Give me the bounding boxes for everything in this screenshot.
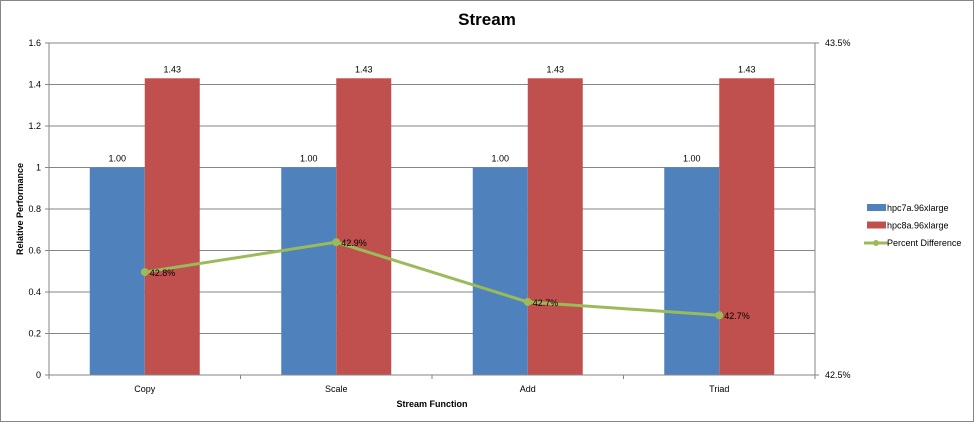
line-marker — [332, 238, 341, 247]
legend-label: Percent Difference — [887, 238, 961, 248]
x-tick-label: Add — [520, 384, 536, 394]
legend-swatch — [867, 221, 886, 229]
legend-marker — [873, 240, 879, 246]
y-tick-label: 1 — [36, 163, 41, 173]
line-marker — [523, 297, 532, 306]
y-axis-label: Relative Performance — [15, 163, 25, 255]
legend-label: hpc8a.96xlarge — [887, 221, 949, 231]
bar-hpc8a.96xlarge — [336, 78, 392, 376]
legend-swatch — [867, 204, 886, 211]
bar-data-label: 1.43 — [546, 64, 564, 74]
line-marker — [715, 311, 724, 320]
y-tick-label: 0.2 — [28, 329, 41, 339]
y2-tick-label: 43.5% — [825, 38, 851, 48]
bar-data-label: 1.00 — [108, 154, 126, 164]
bar-hpc8a.96xlarge — [719, 78, 775, 376]
line-data-label: 42.7% — [724, 311, 750, 321]
bar-data-label: 1.43 — [738, 64, 756, 74]
bar-data-label: 1.00 — [683, 154, 701, 164]
bar-data-label: 1.43 — [163, 64, 181, 74]
y2-tick-label: 42.5% — [825, 370, 851, 380]
line-Percent Difference — [144, 240, 720, 317]
y-tick-label: 0.6 — [28, 246, 41, 256]
bar-hpc8a.96xlarge — [527, 78, 583, 376]
y-tick-label: 1.4 — [28, 80, 41, 90]
line-data-label: 42.9% — [341, 238, 367, 248]
y-tick-label: 0 — [36, 370, 41, 380]
bar-data-label: 1.00 — [300, 154, 318, 164]
bar-hpc7a.96xlarge — [281, 167, 337, 375]
bar-hpc7a.96xlarge — [89, 167, 145, 375]
line-marker — [140, 268, 149, 277]
y-tick-label: 0.8 — [28, 204, 41, 214]
bar-hpc8a.96xlarge — [144, 78, 200, 376]
x-tick-label: Scale — [325, 384, 348, 394]
bar-hpc7a.96xlarge — [472, 167, 528, 375]
y-tick-label: 0.4 — [28, 287, 41, 297]
bar-data-label: 1.00 — [491, 154, 509, 164]
legend-label: hpc7a.96xlarge — [887, 203, 949, 213]
y-tick-label: 1.6 — [28, 38, 41, 48]
y-tick-label: 1.2 — [28, 121, 41, 131]
x-tick-label: Triad — [709, 384, 729, 394]
line-data-label: 42.8% — [150, 268, 176, 278]
chart-title: Stream — [458, 10, 516, 29]
bar-hpc7a.96xlarge — [664, 167, 720, 375]
x-tick-label: Copy — [134, 384, 156, 394]
line-data-label: 42.7% — [533, 298, 559, 308]
bar-data-label: 1.43 — [355, 64, 373, 74]
x-axis-label: Stream Function — [396, 399, 467, 409]
